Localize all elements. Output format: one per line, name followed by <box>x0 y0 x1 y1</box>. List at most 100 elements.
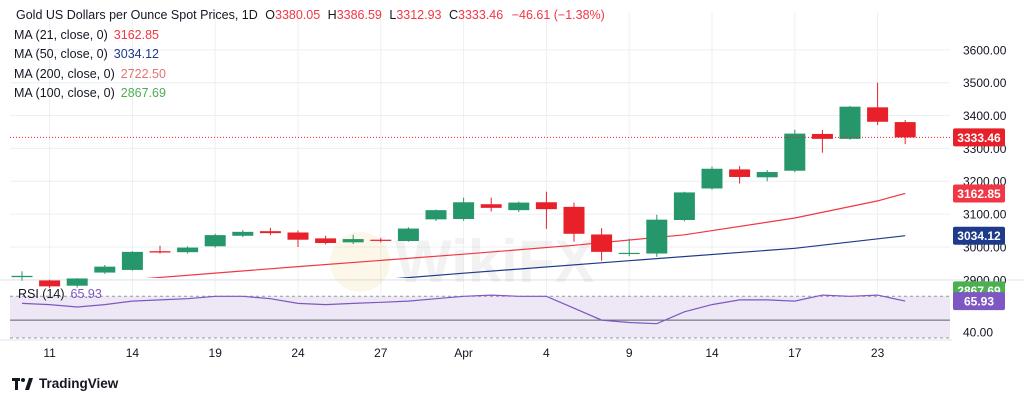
candle-body <box>618 252 640 255</box>
candle-body <box>701 168 723 189</box>
chart-legend: Gold US Dollars per Ounce Spot Prices, 1… <box>14 6 605 104</box>
time-axis[interactable]: 11 14 19 24 27 Apr 4 9 14 17 23 <box>43 346 884 360</box>
candle-body <box>811 133 833 139</box>
tradingview-brand[interactable]: TradingView <box>12 376 118 391</box>
candle <box>259 227 281 236</box>
candle-body <box>867 107 889 122</box>
ma21-value: 3162.85 <box>113 27 159 42</box>
price-label: 3333.46 <box>953 128 1005 147</box>
ma21-legend[interactable]: MA (21, close, 0) 3162.85 <box>14 26 605 46</box>
candle-body <box>397 228 419 242</box>
ma21-label: MA (21, close, 0) <box>14 27 108 42</box>
price-tick-label: 3600.00 <box>963 43 1007 57</box>
candle <box>784 129 806 173</box>
brand-name: TradingView <box>39 376 119 391</box>
candle <box>508 201 530 213</box>
candle-body <box>149 251 171 253</box>
time-tick-label: Apr <box>454 346 473 360</box>
candle <box>646 214 668 257</box>
candle <box>839 106 861 140</box>
rsi-value: 65.93 <box>70 287 102 301</box>
open-value: 3380.05 <box>275 8 321 22</box>
time-tick-label: 17 <box>788 346 802 360</box>
ma50-value: 3034.12 <box>113 47 159 61</box>
rsi-value-label-text: 65.93 <box>964 295 994 309</box>
candle-body <box>563 206 585 234</box>
candle-body <box>232 231 254 236</box>
candle <box>204 233 226 248</box>
ma200-label: MA (200, close, 0) <box>14 66 115 81</box>
candle <box>618 238 640 257</box>
candle <box>591 228 613 261</box>
ma200-legend[interactable]: MA (200, close, 0) 2722.50 <box>14 65 605 85</box>
ma50-label: MA (50, close, 0) <box>14 47 108 61</box>
ma100-value: 2867.69 <box>120 86 166 100</box>
time-tick-label: 14 <box>705 346 719 360</box>
low-key: L <box>389 8 397 22</box>
candle-body <box>370 239 392 241</box>
watermark-text: WikiFX <box>395 228 594 295</box>
candle <box>811 129 833 153</box>
candle <box>425 209 447 221</box>
candle-body <box>259 231 281 234</box>
price-label-text: 3034.12 <box>957 229 1001 243</box>
candle <box>563 202 585 242</box>
candle-body <box>11 275 33 278</box>
ma50-line <box>395 235 906 278</box>
time-tick-label: 9 <box>626 346 633 360</box>
price-label-background <box>953 226 1005 245</box>
candle-body <box>508 202 530 211</box>
rsi-pane <box>10 294 950 339</box>
candle-body <box>204 235 226 247</box>
high-key: H <box>327 8 337 22</box>
candle <box>149 245 171 254</box>
price-tick-label: 3100.00 <box>963 208 1007 222</box>
time-tick-label: 24 <box>291 346 305 360</box>
symbol-title: Gold US Dollars per Ounce Spot Prices, 1… <box>16 8 258 22</box>
candle-body <box>177 247 199 253</box>
price-label-background <box>953 128 1005 147</box>
time-tick-label: 14 <box>126 346 140 360</box>
candle-body <box>756 172 778 178</box>
rsi-legend[interactable]: RSI (14) 65.93 <box>18 287 102 301</box>
rsi-label: RSI (14) <box>18 287 65 301</box>
change-value: −46.61 (−1.38%) <box>511 8 605 22</box>
candle-body <box>729 169 751 177</box>
candle <box>94 265 116 274</box>
candle-body <box>480 204 502 208</box>
low-value: 3312.93 <box>396 8 442 22</box>
price-tick-label: 3500.00 <box>963 76 1007 90</box>
close-key: C <box>449 8 459 22</box>
open-key: O <box>265 8 275 22</box>
candle <box>11 271 33 281</box>
ma100-legend[interactable]: MA (100, close, 0) 2867.69 <box>14 84 605 104</box>
candle <box>121 251 143 271</box>
tradingview-logo-icon <box>12 377 33 390</box>
candle <box>701 166 723 190</box>
candle <box>480 197 502 212</box>
candle <box>729 166 751 184</box>
price-tick-label: 3400.00 <box>963 109 1007 123</box>
candle-body <box>591 234 613 252</box>
candle-body <box>646 219 668 254</box>
rsi-tick-label: 40.00 <box>963 326 993 340</box>
candle-body <box>894 122 916 138</box>
price-label-text: 3333.46 <box>957 131 1001 145</box>
price-label: 3034.12 <box>953 226 1005 245</box>
candle <box>342 234 364 244</box>
candle <box>867 82 889 126</box>
candle <box>66 278 88 288</box>
rsi-value-label-background <box>953 292 1005 311</box>
candle-body <box>839 106 861 139</box>
ma100-label: MA (100, close, 0) <box>14 86 115 100</box>
ma50-legend[interactable]: MA (50, close, 0) 3034.12 <box>14 45 605 65</box>
candle-body <box>315 238 337 243</box>
candle <box>894 119 916 145</box>
ohlc-legend: Gold US Dollars per Ounce Spot Prices, 1… <box>14 6 605 26</box>
candle-body <box>784 133 806 171</box>
price-label-text: 3162.85 <box>957 187 1001 201</box>
candle-body <box>121 251 143 270</box>
high-value: 3386.59 <box>336 8 382 22</box>
